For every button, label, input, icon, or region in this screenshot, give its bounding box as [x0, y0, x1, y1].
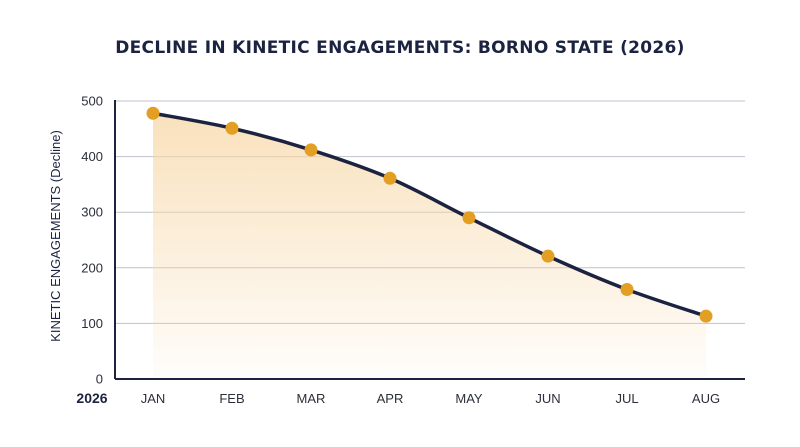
y-tick-label: 400	[81, 149, 103, 164]
area-fill	[153, 113, 706, 379]
x-axis-label: 2026	[76, 390, 107, 406]
y-tick-label: 200	[81, 260, 103, 275]
data-point	[541, 249, 555, 263]
y-tick-label: 100	[81, 316, 103, 331]
series-line	[151, 111, 708, 318]
tick-labels: 0 100 200 300 400 500 JAN FEB MAR APR MAY JUN JUL AUG	[81, 94, 720, 407]
data-point	[699, 309, 713, 323]
chart-title: DECLINE IN KINETIC ENGAGEMENTS: BORNO ST…	[115, 38, 685, 58]
line-layer	[151, 111, 708, 318]
x-tick-label: FEB	[219, 391, 244, 406]
y-tick-label: 500	[81, 94, 103, 109]
y-axis-label: KINETIC ENGAGEMENTS (Decline)	[48, 130, 63, 342]
markers	[146, 106, 713, 323]
axes	[114, 100, 745, 380]
y-tick-label: 0	[96, 372, 103, 387]
x-tick-label: MAR	[297, 391, 326, 406]
x-tick-label: JAN	[141, 391, 166, 406]
data-point	[462, 211, 476, 225]
area-layer	[153, 113, 706, 379]
x-tick-label: MAY	[455, 391, 483, 406]
x-tick-label: AUG	[692, 391, 720, 406]
x-tick-label: JUL	[615, 391, 638, 406]
x-tick-label: APR	[377, 391, 404, 406]
data-point	[383, 171, 397, 185]
x-tick-label: JUN	[535, 391, 560, 406]
data-point	[304, 143, 318, 157]
data-point	[146, 106, 160, 120]
data-point	[620, 282, 634, 296]
data-point	[225, 121, 239, 135]
y-tick-label: 300	[81, 205, 103, 220]
